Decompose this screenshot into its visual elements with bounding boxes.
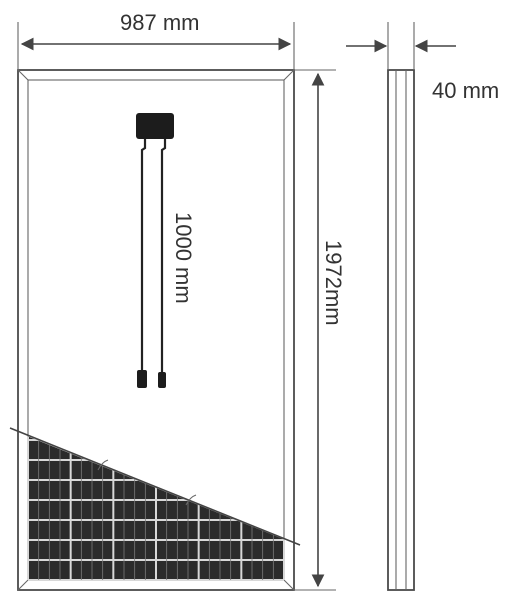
width-label: 987 mm (120, 10, 199, 35)
height-dimension (294, 69, 336, 591)
junction-box (136, 113, 174, 139)
connector-right (158, 372, 166, 388)
cable-left (140, 139, 147, 370)
connector-left (137, 370, 147, 388)
cutaway-edge (9, 427, 301, 546)
panel-side-view (346, 22, 456, 591)
width-dimension (17, 22, 295, 70)
panel-front-view (9, 69, 301, 591)
height-label: 1972mm (321, 240, 346, 326)
depth-label: 40 mm (432, 78, 499, 103)
cable-right (160, 139, 167, 380)
cable-length-label: 1000 mm (171, 212, 196, 304)
side-frame-outer (387, 69, 415, 591)
